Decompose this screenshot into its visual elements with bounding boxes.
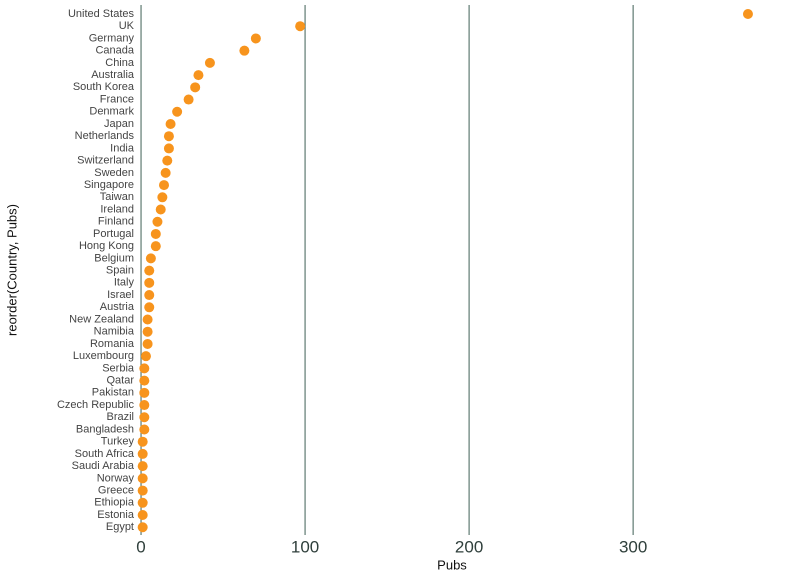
x-tick-label: 100 [291, 537, 319, 556]
dot [139, 412, 150, 423]
y-tick-label: Finland [98, 216, 134, 228]
dot [145, 253, 156, 264]
y-tick-label: Pakistan [92, 387, 134, 399]
y-tick-label: Australia [91, 69, 135, 81]
y-tick-label: Greece [98, 484, 134, 496]
y-tick-label: Sweden [94, 167, 134, 179]
y-tick-label: South Africa [75, 448, 135, 460]
dot [139, 400, 150, 411]
y-tick-label: Italy [114, 277, 135, 289]
y-tick-label: Singapore [84, 179, 134, 191]
y-tick-label: Bangladesh [76, 423, 134, 435]
dot [160, 167, 171, 178]
dot [142, 326, 153, 337]
dot [139, 387, 150, 398]
y-tick-label: Portugal [93, 228, 134, 240]
dot [144, 277, 155, 288]
y-tick-label: Qatar [106, 375, 134, 387]
y-tick-label: Romania [90, 338, 135, 350]
y-tick-label: Norway [97, 472, 135, 484]
x-tick-label: 200 [455, 537, 483, 556]
dot [183, 94, 194, 105]
y-tick-label: Namibia [94, 326, 135, 338]
dot [139, 363, 150, 374]
y-tick-label: China [105, 57, 135, 69]
y-tick-label: Luxembourg [73, 350, 134, 362]
dot [155, 204, 166, 215]
dot [137, 485, 148, 496]
y-tick-label: Hong Kong [79, 240, 134, 252]
y-tick-label: UK [119, 20, 135, 32]
y-tick-label: Brazil [106, 411, 134, 423]
dot [142, 338, 153, 349]
dot [137, 497, 148, 508]
dot [250, 33, 261, 44]
dot [137, 510, 148, 521]
y-tick-label: South Korea [73, 81, 135, 93]
y-tick-label: Ethiopia [94, 497, 135, 509]
x-axis-title: Pubs [437, 557, 467, 572]
y-tick-label: Austria [100, 301, 135, 313]
y-tick-label: Germany [89, 32, 135, 44]
y-tick-label: Spain [106, 265, 134, 277]
y-tick-label: Japan [104, 118, 134, 130]
dot [144, 290, 155, 301]
dot [144, 265, 155, 276]
dot [165, 118, 176, 129]
dot [137, 522, 148, 533]
y-tick-label: Estonia [97, 509, 135, 521]
y-tick-label: Taiwan [100, 191, 134, 203]
dot [204, 57, 215, 68]
y-tick-label: United States [68, 8, 135, 20]
dot [193, 70, 204, 81]
dot [142, 314, 153, 325]
dot [139, 375, 150, 386]
y-tick-label: Turkey [101, 436, 135, 448]
dot [190, 82, 201, 93]
dot [150, 228, 161, 239]
y-axis-title: reorder(Country, Pubs) [4, 204, 19, 336]
y-tick-label: Saudi Arabia [72, 460, 135, 472]
y-tick-label: Denmark [89, 106, 134, 118]
y-tick-label: Netherlands [75, 130, 135, 142]
x-tick-label: 0 [136, 537, 145, 556]
y-tick-label: India [110, 142, 135, 154]
dot [172, 106, 183, 117]
dot [162, 155, 173, 166]
y-tick-label: Egypt [106, 521, 134, 533]
dot [137, 461, 148, 472]
dot [157, 192, 168, 203]
dot [152, 216, 163, 227]
y-tick-label: Canada [95, 45, 134, 57]
y-tick-label: Serbia [102, 362, 135, 374]
dot [150, 241, 161, 252]
dot [163, 131, 174, 142]
dot [239, 45, 250, 56]
dot [137, 448, 148, 459]
dot [137, 473, 148, 484]
y-tick-label: Czech Republic [57, 399, 135, 411]
y-tick-label: Belgium [94, 252, 134, 264]
y-tick-label: Ireland [100, 203, 134, 215]
dot [140, 351, 151, 362]
x-tick-label: 300 [619, 537, 647, 556]
dot [159, 180, 170, 191]
dot [163, 143, 174, 154]
dot [295, 21, 306, 32]
dot [144, 302, 155, 313]
y-tick-label: France [100, 93, 134, 105]
dot [139, 424, 150, 435]
y-tick-label: New Zealand [69, 313, 134, 325]
y-tick-label: Israel [107, 289, 134, 301]
dot [137, 436, 148, 447]
dot [742, 9, 753, 19]
y-tick-label: Switzerland [77, 155, 134, 167]
